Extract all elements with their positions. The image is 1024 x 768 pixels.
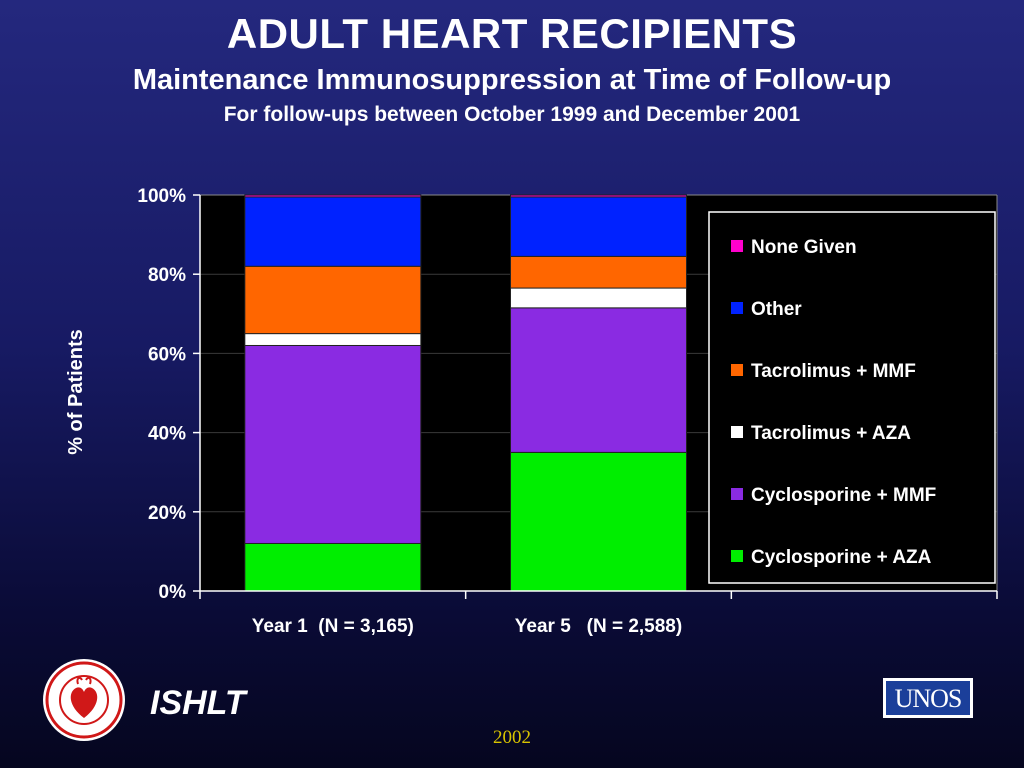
bar-segment [244,344,422,544]
y-tick-label: 80% [148,265,186,286]
bar-segment [244,196,422,267]
page-title: ADULT HEART RECIPIENTS [226,10,798,57]
bar-segment [510,287,687,309]
legend-swatch [731,488,743,500]
legend-label: Tacrolimus + MMF [751,361,916,382]
bar-segment [510,196,687,257]
y-tick-label: 0% [159,582,187,603]
y-tick-label: 60% [148,344,186,365]
y-tick-label: 40% [148,424,186,445]
unos-logo: UNOS [883,678,973,718]
bar-segment [510,307,687,453]
legend-swatch [731,550,743,562]
x-tick-label: Year 1 (N = 3,165) [252,616,414,637]
bar-segment [510,255,687,289]
legend-swatch [731,302,743,314]
legend-swatch [731,240,743,252]
chart-subtitle: Maintenance Immunosuppression at Time of… [132,64,892,96]
year-label: 2002 [493,727,531,748]
ishlt-logo [42,658,126,747]
legend-swatch [731,426,743,438]
legend-swatch [731,364,743,376]
legend-box [708,211,996,584]
legend-label: None Given [751,237,857,258]
bar-segment [244,333,422,346]
bar-segment [510,451,687,592]
y-tick-label: 20% [148,503,186,524]
x-tick-label: Year 5 (N = 2,588) [515,616,682,637]
legend-label: Tacrolimus + AZA [751,423,911,444]
date-range-subtitle: For follow-ups between October 1999 and … [223,103,801,126]
legend-label: Cyclosporine + MMF [751,485,936,506]
bar-segment [510,194,687,198]
bar-segment [244,194,422,198]
bar-segment [244,542,422,592]
y-tick-label: 100% [137,186,186,207]
y-axis-label: % of Patients [65,329,87,455]
legend-label: Cyclosporine + AZA [751,547,932,568]
bar-segment [244,265,422,335]
ishlt-label: ISHLT [150,684,246,722]
legend-label: Other [751,299,802,320]
